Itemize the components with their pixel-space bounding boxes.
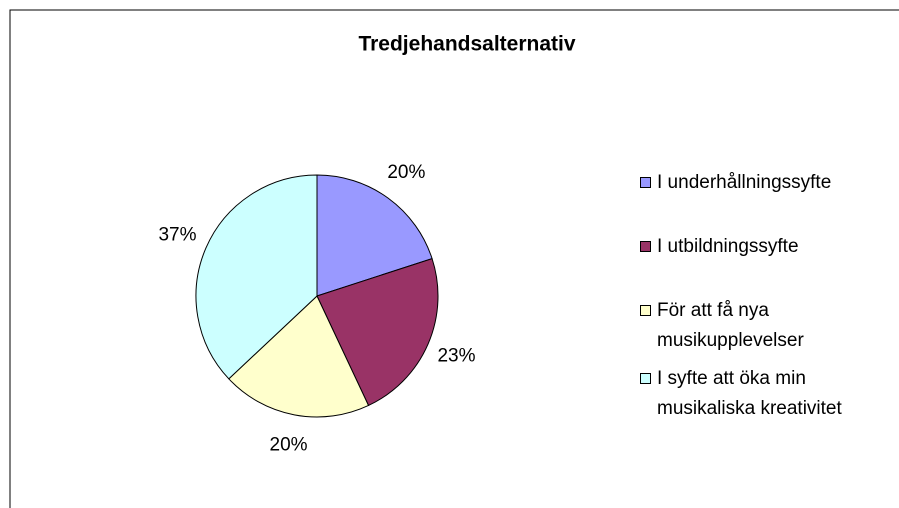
legend-item: I utbildningssyfte [640, 232, 895, 262]
data-label: 23% [437, 345, 475, 366]
pie-slice [316, 174, 433, 297]
pie-slice [316, 257, 439, 407]
data-label: 37% [158, 225, 196, 246]
legend-swatch [640, 241, 651, 252]
chart-title: Tredjehandsalternativ [358, 33, 575, 56]
legend-swatch [640, 305, 651, 316]
chart-frame [9, 9, 899, 508]
legend-label: För att få nya musikupplevelser [657, 300, 804, 351]
pie-slice [195, 174, 318, 380]
pie-slice [228, 295, 370, 418]
legend-item: I syfte att öka min musikaliska kreativi… [640, 364, 895, 424]
legend-label: I syfte att öka min musikaliska kreativi… [657, 368, 842, 419]
legend-swatch [640, 373, 651, 384]
data-label: 20% [270, 434, 308, 455]
legend-item: I underhållningssyfte [640, 168, 895, 198]
legend-item: För att få nya musikupplevelser [640, 296, 895, 356]
legend-label: I underhållningssyfte [657, 172, 832, 193]
legend-label: I utbildningssyfte [657, 236, 799, 257]
legend-swatch [640, 177, 651, 188]
legend: I underhållningssyfte I utbildningssyfte F… [640, 168, 895, 432]
data-label: 20% [387, 162, 425, 183]
